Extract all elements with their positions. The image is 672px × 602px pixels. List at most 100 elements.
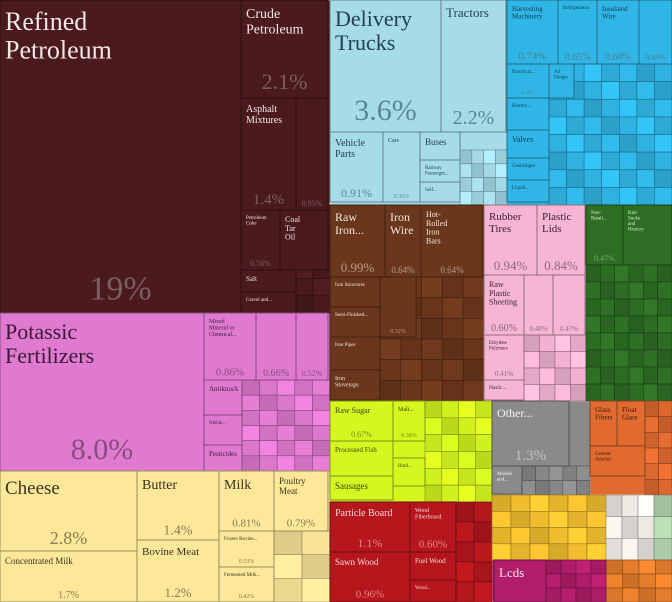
minor-product-cell [599, 332, 615, 351]
treemap-tile[interactable]: CheeseCheese 2.8% [0, 470, 138, 552]
treemap-tile[interactable]: ValvesValves [506, 129, 550, 159]
treemap-tile[interactable]: Coal Tar OilCoal Tar Oil [279, 209, 329, 271]
treemap-tile[interactable]: 0.48% [523, 274, 554, 336]
treemap-tile[interactable]: Sawn WoodSawn Wood 0.96% [329, 551, 411, 602]
treemap-tile[interactable]: Hot-Rolled Iron BarsHot-Rolled Iron Bars 0.… [420, 204, 484, 278]
minor-product-cell [614, 298, 630, 317]
treemap-tile[interactable]: Petroleum CokePetroleum Coke 0.56% [240, 209, 281, 271]
treemap-tile[interactable]: 0.32% [379, 276, 417, 338]
tile-label: Harvesting MachineryHarvesting Machinery [512, 5, 543, 21]
tile-label: Electric...Electric... [512, 104, 531, 109]
treemap-tile[interactable]: Iron StovetopsIron Stovetops [329, 369, 381, 401]
treemap-tile[interactable]: Gravel and...Gravel and... [240, 291, 297, 314]
treemap-tile[interactable]: Particle BoardParticle Board 1.1% [329, 501, 411, 553]
treemap-tile[interactable]: Wood FiberboardWood Fiberboard 0.60% [409, 501, 457, 553]
tile-value: 19% [89, 270, 151, 307]
minor-product-cell [483, 163, 496, 178]
treemap-tile[interactable]: MilkMilk 0.81% [218, 470, 275, 532]
treemap-tile[interactable]: Hard...Hard... [392, 457, 426, 487]
treemap-tile[interactable]: Self...Self... [419, 181, 461, 203]
minor-product-cell [628, 349, 644, 368]
minor-product-cell [637, 537, 655, 561]
treemap-tile[interactable]: AntiknockAntiknock [203, 379, 243, 416]
treemap-tile[interactable]: 0.49% [638, 0, 672, 65]
treemap-tile[interactable]: Semi-Finished...Semi-Finished... [329, 306, 381, 338]
treemap-tile[interactable]: Iron StructuresIron Structures [329, 276, 381, 308]
treemap-tile[interactable]: CarsCars 0.36% [382, 131, 421, 203]
tile-value: 0.96% [356, 589, 384, 601]
treemap-tile[interactable]: TractorsTractors 2.2% [440, 0, 507, 133]
minor-product-cell [618, 99, 638, 118]
treemap-tile[interactable]: Raw Plastic SheetingRaw Plastic Sheeting 0.… [483, 274, 525, 336]
minor-product-cell [583, 81, 602, 100]
treemap-tile[interactable]: SausagesSausages [329, 475, 394, 501]
minor-product-cell [554, 351, 571, 369]
minor-product-cell [276, 379, 296, 396]
treemap-tile[interactable]: Concentrated MilkConcentrated Milk 1.7% [0, 550, 138, 602]
minor-product-cell [618, 151, 638, 171]
treemap-tile[interactable]: Processed FishProcessed Fish [329, 440, 394, 477]
treemap-tile[interactable]: Air PumpsAir Pumps [548, 63, 575, 99]
treemap-tile[interactable]: Non-Retail...Non-Retail... 0.47% [585, 204, 624, 266]
treemap-tile[interactable]: SaltSalt [240, 269, 297, 293]
treemap-tile[interactable]: PesticidesPesticides [203, 444, 243, 472]
treemap-tile[interactable]: 0.47% [552, 274, 586, 336]
treemap-tile[interactable]: Raw Iron...Raw Iron... 0.99% [329, 204, 386, 278]
tile-value: 0.95% [302, 199, 323, 208]
treemap-tile[interactable]: Ethylene PolymersEthylene Polymers 0.41% [483, 334, 525, 381]
treemap-tile[interactable]: Harvesting MachineryHarvesting Machinery 0… [506, 0, 559, 65]
treemap-tile[interactable]: Potassic FertilizersPotassic Fertilizers 8… [0, 312, 205, 472]
treemap-tile[interactable]: Insulated WireInsulated Wire 0.60% [596, 0, 640, 65]
treemap-tile[interactable]: Electric...Electric... [506, 97, 550, 131]
treemap-tile[interactable]: Other...Other... 1.3% [491, 400, 570, 467]
treemap-tile[interactable]: Float GlassFloat Glass [616, 400, 646, 447]
treemap-tile[interactable]: RefrigeratorsRefrigerators 0.65% [557, 0, 598, 65]
treemap-tile[interactable]: Fermented Milk...Fermented Milk... 0.42% [218, 566, 275, 602]
treemap-tile[interactable]: Poultry MeatPoultry Meat 0.79% [273, 470, 329, 532]
treemap-tile[interactable]: Wood...Wood... [409, 579, 457, 602]
treemap-tile[interactable]: Frozen Bovine...Frozen Bovine... 0.53% [218, 530, 275, 568]
treemap-tile[interactable]: Fuel WoodFuel Wood [409, 551, 457, 581]
treemap-tile[interactable]: Crude PetroleumCrude Petroleum 2.1% [240, 0, 329, 99]
treemap-tile[interactable]: Plastic LidsPlastic Lids 0.84% [536, 204, 586, 276]
treemap-tile[interactable]: 0.95% [295, 97, 329, 211]
treemap-tile[interactable]: Iron WireIron Wire 0.64% [384, 204, 422, 278]
treemap-tile[interactable]: LcdsLcds [493, 559, 547, 602]
tile-value: 0.81% [232, 518, 260, 530]
treemap-tile[interactable]: 0.52% [295, 312, 329, 381]
treemap-tile[interactable]: CentrifugesCentrifuges [506, 157, 550, 181]
treemap-tile[interactable]: Mixed Mineral or Chemical...Mixed Mineral … [203, 312, 257, 381]
treemap-tile[interactable]: Glass FibersGlass Fibers [589, 400, 618, 447]
tile-label: AntiknockAntiknock [209, 385, 239, 393]
treemap-tile[interactable]: Asphalt MixturesAsphalt Mixtures 1.4% [240, 97, 297, 211]
treemap-tile[interactable]: Bovine MeatBovine Meat 1.2% [136, 539, 220, 602]
minor-product-cell [424, 467, 443, 486]
treemap-tile[interactable]: Vehicle PartsVehicle Parts 0.91% [329, 131, 384, 203]
treemap-tile[interactable]: Knit Socks and HosieryKnit Socks and Hosier… [622, 204, 672, 266]
treemap-tile[interactable]: Models and...Models and... [491, 465, 523, 495]
tile-rect [491, 465, 523, 495]
treemap-tile[interactable]: Railway Passenger...Railway Passenger... [419, 159, 461, 183]
treemap-tile[interactable]: Nitrile...Nitrile... [203, 414, 243, 446]
treemap-tile[interactable]: Rubber TiresRubber Tires 0.94% [483, 204, 538, 276]
treemap-tile[interactable]: Delivery TrucksDelivery Trucks 3.6% [329, 0, 442, 133]
treemap-tile[interactable]: ButterButter 1.4% [136, 470, 220, 541]
treemap-tile[interactable]: Cement ArticlesCement Articles [589, 445, 646, 477]
treemap-tile[interactable]: Liquid...Liquid... [506, 179, 550, 203]
treemap-tile[interactable]: 0.66% [255, 312, 297, 381]
minor-product-cell [462, 379, 485, 402]
treemap-tile[interactable]: Refined PetroleumRefined Petroleum 19% [0, 0, 242, 314]
minor-product-cell [458, 484, 476, 503]
treemap-tile[interactable]: Raw SugarRaw Sugar 0.67% [329, 400, 394, 442]
minor-product-cell [566, 134, 585, 153]
tile-rect [384, 204, 422, 278]
minor-product-cell [471, 191, 484, 206]
tile-value: 0.49% [645, 53, 666, 62]
minor-product-cell [442, 338, 464, 361]
treemap-tile[interactable]: Electrical...Electrical... 0.43% [506, 63, 550, 99]
treemap-tile[interactable]: BusesBuses [419, 131, 461, 161]
treemap-tile[interactable]: Malt...Malt... 0.38% [392, 400, 426, 442]
treemap-tile[interactable]: Plastic...Plastic... [483, 379, 525, 401]
tile-label: Asphalt MixturesAsphalt Mixtures [246, 104, 282, 126]
